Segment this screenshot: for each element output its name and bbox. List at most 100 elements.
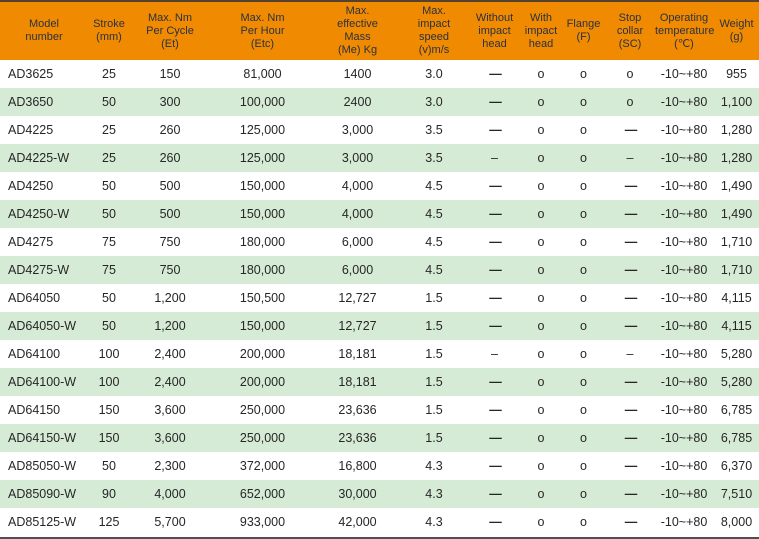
cell-impact-speed: 1.5 [425, 319, 443, 333]
cell-nm-per-hour: 933,000 [239, 515, 286, 529]
cell-impact-speed: 1.5 [425, 431, 443, 445]
cell-stroke: 90 [102, 487, 116, 501]
cell-weight: 1,490 [720, 207, 753, 221]
cell-nm-per-hour: 372,000 [239, 459, 286, 473]
column-header-without-impact-head: Without impact head [468, 2, 521, 60]
cell-stop-collar: — [624, 487, 638, 501]
cell-stop-collar: — [624, 291, 638, 305]
cell-model: AD64100-W [8, 375, 77, 389]
cell-impact-speed: 1.5 [425, 375, 443, 389]
cell-with-impact-head: o [537, 347, 545, 361]
cell-flange: o [580, 67, 587, 81]
cell-weight: 4,115 [721, 291, 752, 305]
cell-flange: o [580, 431, 587, 445]
cell-nm-per-cycle: 260 [159, 123, 181, 137]
cell-nm-per-hour: 150,000 [239, 319, 286, 333]
cell-effective-mass: 12,727 [338, 319, 377, 333]
cell-impact-speed: 4.3 [425, 459, 443, 473]
cell-effective-mass: 4,000 [341, 179, 374, 193]
cell-stop-collar: – [626, 151, 634, 165]
cell-without-impact-head: — [489, 67, 502, 81]
cell-nm-per-hour: 180,000 [239, 235, 286, 249]
cell-stop-collar: o [626, 67, 634, 81]
column-header-stop-collar: Stop collar (SC) [606, 2, 654, 60]
cell-impact-speed: 4.5 [425, 207, 443, 221]
cell-without-impact-head: — [489, 235, 502, 249]
cell-with-impact-head: o [537, 235, 545, 249]
column-header-impact-speed: Max. impact speed (v)m/s [400, 2, 468, 60]
table-row: AD64150 150 3,600 250,000 23,636 1.5 — o o — -10~+… [0, 396, 759, 424]
column-header-nm-per-cycle: Max. Nm Per Cycle (Et) [130, 2, 210, 60]
cell-weight: 1,280 [720, 123, 753, 137]
column-header-effective-mass: Max. effective Mass (Me) Kg [315, 2, 400, 60]
cell-impact-speed: 3.5 [425, 123, 443, 137]
table-row: AD64150-W 150 3,600 250,000 23,636 1.5 — o o — -10… [0, 424, 759, 452]
cell-nm-per-hour: 150,500 [239, 291, 286, 305]
table-row: AD64050 50 1,200 150,500 12,727 1.5 — o o — -10~+8… [0, 284, 759, 312]
cell-nm-per-cycle: 1,200 [154, 319, 186, 333]
cell-nm-per-hour: 125,000 [239, 123, 286, 137]
cell-stop-collar: — [624, 263, 638, 277]
cell-without-impact-head: — [489, 375, 502, 389]
table-row: AD85125-W 125 5,700 933,000 42,000 4.3 — o o — -10… [0, 508, 759, 536]
cell-operating-temperature: -10~+80 [660, 95, 708, 109]
cell-stroke: 100 [98, 375, 120, 389]
cell-operating-temperature: -10~+80 [660, 319, 708, 333]
cell-with-impact-head: o [537, 487, 545, 501]
table-row: AD64100-W 100 2,400 200,000 18,181 1.5 — o o — -10… [0, 368, 759, 396]
cell-weight: 1,100 [720, 95, 753, 109]
cell-weight: 6,785 [720, 431, 753, 445]
cell-stop-collar: – [626, 347, 634, 361]
cell-nm-per-cycle: 3,600 [154, 403, 186, 417]
cell-with-impact-head: o [537, 403, 545, 417]
cell-nm-per-hour: 100,000 [239, 95, 286, 109]
cell-without-impact-head: — [489, 487, 502, 501]
cell-stroke: 50 [102, 179, 116, 193]
table-row: AD85050-W 50 2,300 372,000 16,800 4.3 — o o — -10~… [0, 452, 759, 480]
cell-flange: o [580, 207, 587, 221]
cell-nm-per-cycle: 150 [159, 67, 181, 81]
cell-without-impact-head: — [489, 291, 502, 305]
cell-weight: 4,115 [721, 319, 752, 333]
cell-model: AD64050-W [8, 319, 77, 333]
cell-model: AD3650 [8, 95, 54, 109]
column-header-operating-temperature: Operating temperature (℃) [654, 2, 714, 60]
cell-operating-temperature: -10~+80 [660, 487, 708, 501]
cell-flange: o [580, 459, 587, 473]
cell-operating-temperature: -10~+80 [660, 515, 708, 529]
cell-without-impact-head: — [489, 515, 502, 529]
cell-effective-mass: 2400 [343, 95, 372, 109]
cell-without-impact-head: – [491, 347, 498, 361]
cell-with-impact-head: o [537, 123, 545, 137]
cell-effective-mass: 18,181 [338, 347, 377, 361]
cell-weight: 6,785 [720, 403, 753, 417]
cell-with-impact-head: o [537, 67, 545, 81]
cell-without-impact-head: — [489, 403, 502, 417]
cell-stroke: 100 [98, 347, 120, 361]
cell-nm-per-hour: 652,000 [239, 487, 286, 501]
cell-weight: 1,280 [720, 151, 753, 165]
cell-impact-speed: 3.0 [425, 95, 443, 109]
cell-operating-temperature: -10~+80 [660, 123, 708, 137]
table-row: AD4275 75 750 180,000 6,000 4.5 — o o — -10~+80 1,7… [0, 228, 759, 256]
cell-operating-temperature: -10~+80 [660, 431, 708, 445]
table-row: AD85090-W 90 4,000 652,000 30,000 4.3 — o o — -10~… [0, 480, 759, 508]
cell-with-impact-head: o [537, 291, 545, 305]
cell-model: AD4275 [8, 235, 54, 249]
cell-flange: o [580, 179, 587, 193]
cell-with-impact-head: o [537, 459, 545, 473]
table-row: AD64100 100 2,400 200,000 18,181 1.5 – o o – -10~+… [0, 340, 759, 368]
cell-stroke: 125 [98, 515, 120, 529]
cell-effective-mass: 3,000 [341, 151, 374, 165]
cell-effective-mass: 3,000 [341, 123, 374, 137]
cell-model: AD85090-W [8, 487, 77, 501]
column-header-weight: Weight (g) [714, 2, 759, 60]
cell-nm-per-hour: 200,000 [239, 375, 286, 389]
cell-stop-collar: — [624, 403, 638, 417]
cell-weight: 6,370 [720, 459, 753, 473]
cell-flange: o [580, 235, 587, 249]
cell-stroke: 25 [102, 123, 116, 137]
cell-effective-mass: 1400 [343, 67, 372, 81]
